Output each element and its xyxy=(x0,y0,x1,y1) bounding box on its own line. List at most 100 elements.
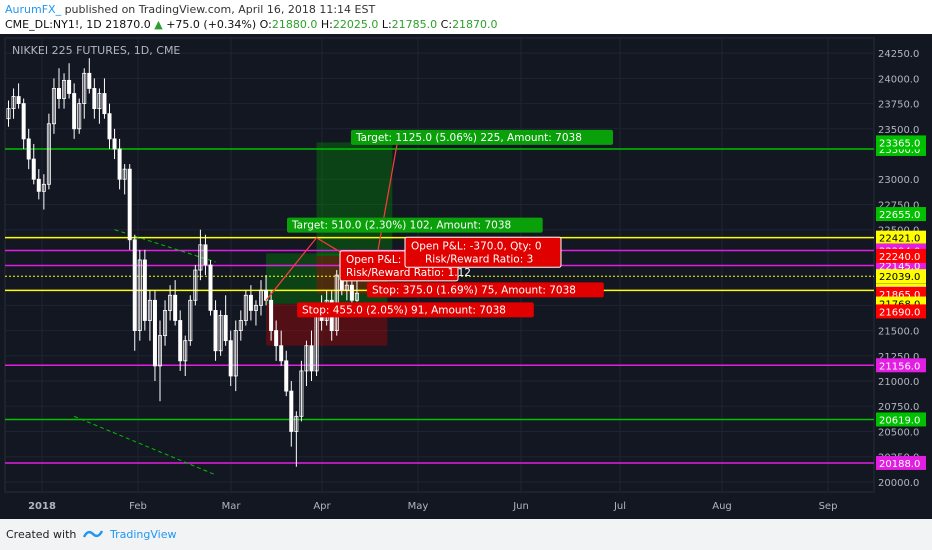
position-stop-label-bg xyxy=(367,282,604,298)
y-tick-label: 20750.0 xyxy=(878,402,919,413)
candle-body xyxy=(107,113,112,140)
price-tag: 23300.0 xyxy=(879,145,920,156)
y-tick-label: 22750.0 xyxy=(878,200,919,211)
tradingview-link[interactable]: TradingView xyxy=(110,528,177,541)
position-target-label: Target: 1125.0 (5.06%) 225, Amount: 7038 xyxy=(355,132,582,144)
price-tag: 21156.0 xyxy=(879,361,920,372)
x-tick-label: Mar xyxy=(222,501,242,512)
trendline xyxy=(73,415,216,476)
price-tag-bg xyxy=(876,269,926,284)
price-tag: 23365.0 xyxy=(879,138,920,149)
candle-body xyxy=(289,390,294,432)
x-tick-label: Jul xyxy=(613,501,626,512)
candle-body xyxy=(248,294,253,311)
publish-info: AurumFX_ published on TradingView.com, A… xyxy=(5,3,375,16)
x-tick-label: 2018 xyxy=(28,501,56,512)
candle-body xyxy=(264,289,269,301)
candle-body xyxy=(51,88,56,125)
candle-body xyxy=(97,93,102,110)
candle-body xyxy=(299,370,304,417)
price-tag-bg xyxy=(876,358,926,373)
candle-body xyxy=(253,304,258,311)
candle-body xyxy=(344,284,349,291)
candle-body xyxy=(26,138,31,160)
candle-body xyxy=(173,294,178,321)
candle-body xyxy=(188,299,193,342)
candle-body xyxy=(21,103,26,140)
y-tick-label: 20500.0 xyxy=(878,427,919,438)
candle-body xyxy=(168,294,173,311)
x-tick-label: May xyxy=(408,501,429,512)
y-tick-label: 21000.0 xyxy=(878,377,919,388)
candle-body xyxy=(117,148,122,180)
candle-body xyxy=(87,72,92,89)
candle-body xyxy=(284,360,289,392)
candle-body xyxy=(223,315,228,342)
candle-body xyxy=(238,320,243,331)
candle-body xyxy=(137,259,142,331)
low-label: L: xyxy=(381,18,392,31)
position-target-label-bg xyxy=(351,129,613,145)
up-arrow-icon: ▲ xyxy=(154,18,163,31)
price-tag: 22421.0 xyxy=(879,234,920,245)
candle-body xyxy=(243,294,248,321)
risk-reward-label: Risk/Reward Ratio: 1.12 xyxy=(346,267,471,279)
candle-body xyxy=(36,178,41,192)
author-link[interactable]: AurumFX_ xyxy=(5,3,62,16)
position-target-zone xyxy=(316,142,393,256)
pnl-label: Open P&L: 1 ... xyxy=(346,254,425,266)
close-value: 21870.0 xyxy=(452,18,498,31)
price-tag-bg xyxy=(876,248,926,263)
candle-body xyxy=(269,299,274,331)
published-text: published on TradingView.com, April 16, … xyxy=(64,3,376,16)
y-tick-label: 24000.0 xyxy=(878,74,919,85)
high-label: H: xyxy=(320,18,333,31)
candle-body xyxy=(6,108,11,120)
price-tag: 22039.0 xyxy=(879,272,920,283)
price-tag-bg xyxy=(876,230,926,245)
candle-body xyxy=(41,183,46,192)
candle-body xyxy=(82,72,87,104)
y-tick-label: 23000.0 xyxy=(878,175,919,186)
pnl-label: Open P&L: -370.0, Qty: 0 xyxy=(411,240,542,252)
candle-body xyxy=(57,88,62,99)
x-tick-label: Apr xyxy=(313,501,331,512)
candle-body xyxy=(193,269,198,301)
price-tag: 21865.0 xyxy=(879,290,920,301)
tradingview-logo-icon xyxy=(82,530,104,538)
candle-body xyxy=(127,168,132,241)
high-value: 22025.0 xyxy=(332,18,379,31)
y-tick-label: 23750.0 xyxy=(878,100,919,111)
candle-body xyxy=(208,264,213,311)
candle-body xyxy=(198,244,203,271)
candle-body xyxy=(147,299,152,321)
candle-body xyxy=(152,299,157,367)
candle-body xyxy=(213,309,218,352)
candle-body xyxy=(132,239,137,331)
candle-body xyxy=(67,79,72,94)
last-price: 21870.0 xyxy=(105,18,151,31)
x-tick-label: Feb xyxy=(129,501,147,512)
candle-body xyxy=(102,93,107,115)
y-tick-label: 21250.0 xyxy=(878,352,919,363)
price-tag-bg xyxy=(876,207,926,222)
candle-body xyxy=(92,88,97,110)
symbol-info: CME_DL:NY1!, 1D 21870.0 ▲ +75.0 (+0.34%)… xyxy=(5,18,498,31)
price-tag: 22240.0 xyxy=(879,252,920,263)
x-tick-label: Sep xyxy=(819,501,838,512)
pnl-box-bg xyxy=(404,236,562,268)
risk-reward-label: Risk/Reward Ratio: 3 xyxy=(425,253,533,265)
price-tag-bg xyxy=(876,135,926,150)
price-tag-bg xyxy=(876,455,926,470)
position-stop-label: Stop: 455.0 (2.05%) 91, Amount: 7038 xyxy=(302,304,506,316)
position-stop-label: Stop: 375.0 (1.69%) 75, Amount: 7038 xyxy=(372,284,576,296)
position-target-label: Target: 510.0 (2.30%) 102, Amount: 7038 xyxy=(291,220,511,232)
candle-body xyxy=(112,138,117,150)
candle-body xyxy=(62,79,67,99)
candle-body xyxy=(178,320,183,362)
symbol-label: CME_DL:NY1!, 1D xyxy=(5,18,102,31)
candle-body xyxy=(16,96,21,104)
chart-area[interactable]: 24250.0 24000.0 23750.0 23500.0 23000.0 22750… xyxy=(0,34,932,519)
price-tag: 22145.0 xyxy=(879,262,920,273)
